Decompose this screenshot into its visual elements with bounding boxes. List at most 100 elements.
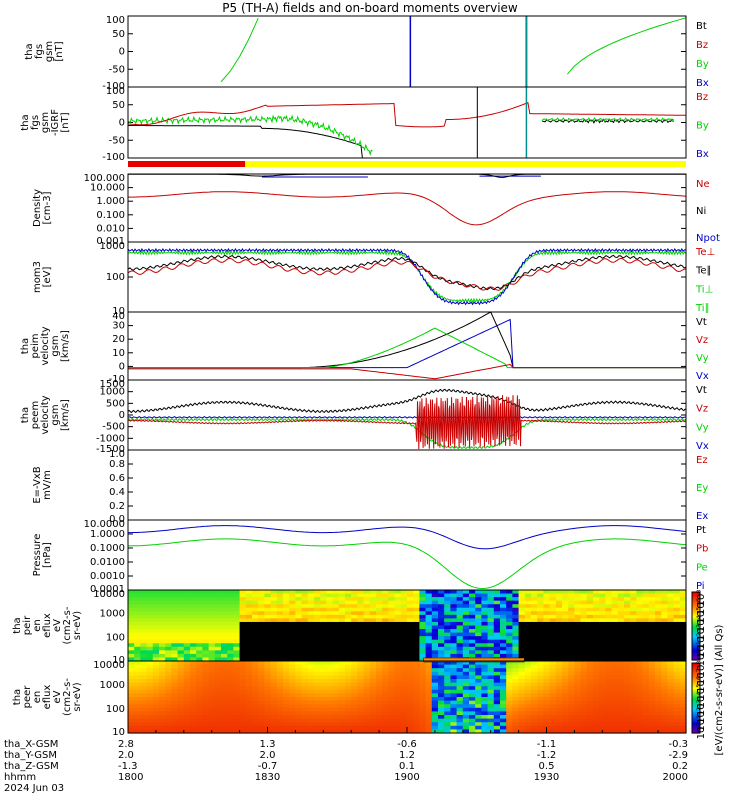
peir-spectrogram-cell (252, 618, 259, 623)
peer-spectrogram-cell (555, 675, 563, 680)
peir-spectrogram-cell (357, 621, 365, 627)
peir-spectrogram-cell (419, 597, 427, 602)
peir-spectrogram-cell (190, 629, 197, 634)
peir-spectrogram-cell (152, 632, 160, 637)
peir-spectrogram-cell (549, 590, 557, 595)
peer-spectrogram-cell (227, 661, 234, 666)
peer-spectrogram-cell (159, 707, 166, 712)
peir-spectrogram-cell (574, 639, 582, 644)
peer-spectrogram-cell (214, 661, 222, 666)
peer-spectrogram-cell (568, 661, 575, 666)
peer-spectrogram-cell (376, 689, 383, 694)
peer-spectrogram-cell (642, 664, 650, 669)
panel-6-ylabel: tha (20, 407, 31, 423)
peer-spectrogram-cell (146, 661, 154, 666)
peir-spectrogram-cell (586, 650, 594, 655)
peer-spectrogram-cell (338, 700, 346, 705)
peer-spectrogram-cell (320, 715, 327, 720)
peir-spectrogram-cell (450, 643, 458, 648)
peir-spectrogram-cell (438, 614, 445, 619)
peir-spectrogram-cell (617, 621, 625, 627)
peer-spectrogram-cell (276, 697, 284, 702)
peer-spectrogram-cell (332, 679, 340, 684)
peer-spectrogram-cell (593, 707, 600, 712)
peer-spectrogram-cell (177, 718, 185, 723)
peir-spectrogram-cell (506, 653, 513, 659)
peir-spectrogram-cell (376, 639, 383, 644)
peer-spectrogram-cell (289, 661, 296, 666)
peir-spectrogram-cell (543, 657, 551, 662)
peir-spectrogram-cell (134, 604, 141, 609)
peer-spectrogram-cell (320, 700, 327, 705)
peer-spectrogram-cell (481, 715, 489, 720)
peir-spectrogram-cell (469, 614, 476, 619)
peer-spectrogram-cell (326, 668, 334, 673)
peer-spectrogram-cell (512, 686, 520, 691)
peer-spectrogram-cell (307, 682, 315, 687)
peir-spectrogram-cell (487, 604, 495, 609)
peir-spectrogram-cell (531, 625, 538, 630)
peer-spectrogram-cell (481, 664, 489, 669)
peir-spectrogram-cell (475, 632, 482, 637)
peir-spectrogram-cell (190, 593, 197, 598)
peer-spectrogram-cell (673, 671, 681, 676)
peer-spectrogram-cell (580, 718, 588, 723)
peir-spectrogram-cell (388, 639, 396, 644)
peer-spectrogram-cell (555, 671, 563, 676)
peir-spectrogram-cell (140, 650, 148, 655)
peer-spectrogram-cell (190, 686, 197, 691)
peer-spectrogram-cell (146, 718, 154, 723)
peir-spectrogram-cell (388, 657, 396, 662)
peer-spectrogram-cell (413, 682, 420, 687)
peer-spectrogram-cell (500, 704, 507, 709)
peer-spectrogram-cell (593, 686, 600, 691)
peir-spectrogram-cell (400, 614, 408, 619)
peir-spectrogram-cell (400, 639, 408, 644)
peir-spectrogram-cell (624, 621, 631, 627)
peer-spectrogram-cell (599, 675, 606, 680)
peer-spectrogram-cell (481, 707, 489, 712)
peir-spectrogram-cell (140, 636, 148, 641)
peer-spectrogram-cell (586, 693, 594, 698)
peer-spectrogram-cell (512, 675, 520, 680)
peir-spectrogram-cell (376, 593, 383, 598)
peir-spectrogram-cell (258, 643, 265, 648)
peer-spectrogram-cell (549, 697, 557, 702)
peir-spectrogram-cell (624, 597, 631, 602)
peer-spectrogram-cell (667, 725, 675, 730)
peir-spectrogram-cell (196, 650, 203, 655)
peer-spectrogram-cell (400, 671, 408, 676)
peir-spectrogram-cell (456, 653, 464, 659)
peer-spectrogram-cell (202, 729, 210, 734)
peer-spectrogram-cell (481, 689, 489, 694)
peir-spectrogram-cell (140, 600, 148, 605)
peer-spectrogram-cell (252, 704, 259, 709)
peer-spectrogram-cell (524, 704, 532, 709)
peer-spectrogram-cell (506, 661, 513, 666)
peer-spectrogram-cell (549, 715, 557, 720)
peer-spectrogram-cell (369, 704, 377, 709)
peer-spectrogram-cell (487, 664, 495, 669)
peer-spectrogram-cell (562, 715, 569, 720)
peir-spectrogram-cell (314, 593, 321, 598)
panel-7-ytick: 0.4 (109, 487, 125, 498)
peer-spectrogram-cell (518, 718, 526, 723)
peir-spectrogram-cell (338, 600, 346, 605)
peer-spectrogram-cell (258, 729, 265, 734)
peir-spectrogram-cell (574, 646, 582, 651)
peer-spectrogram-cell (276, 682, 284, 687)
panel-8-frame (127, 519, 687, 591)
peer-colorbar-swatch (692, 668, 700, 671)
panel-7-ytick: 0.6 (109, 473, 125, 484)
peir-spectrogram-cell (630, 600, 637, 605)
peir-spectrogram-cell (624, 646, 631, 651)
panel-5-ytick: 10 (112, 348, 125, 359)
peer-spectrogram-cell (171, 693, 179, 698)
peer-spectrogram-cell (562, 675, 569, 680)
peir-spectrogram-cell (177, 657, 185, 662)
peir-spectrogram-cell (196, 632, 203, 637)
peir-spectrogram-cell (264, 646, 272, 651)
peer-spectrogram-cell (425, 722, 433, 727)
peir-spectrogram-cell (580, 650, 588, 655)
peer-spectrogram-cell (518, 697, 526, 702)
